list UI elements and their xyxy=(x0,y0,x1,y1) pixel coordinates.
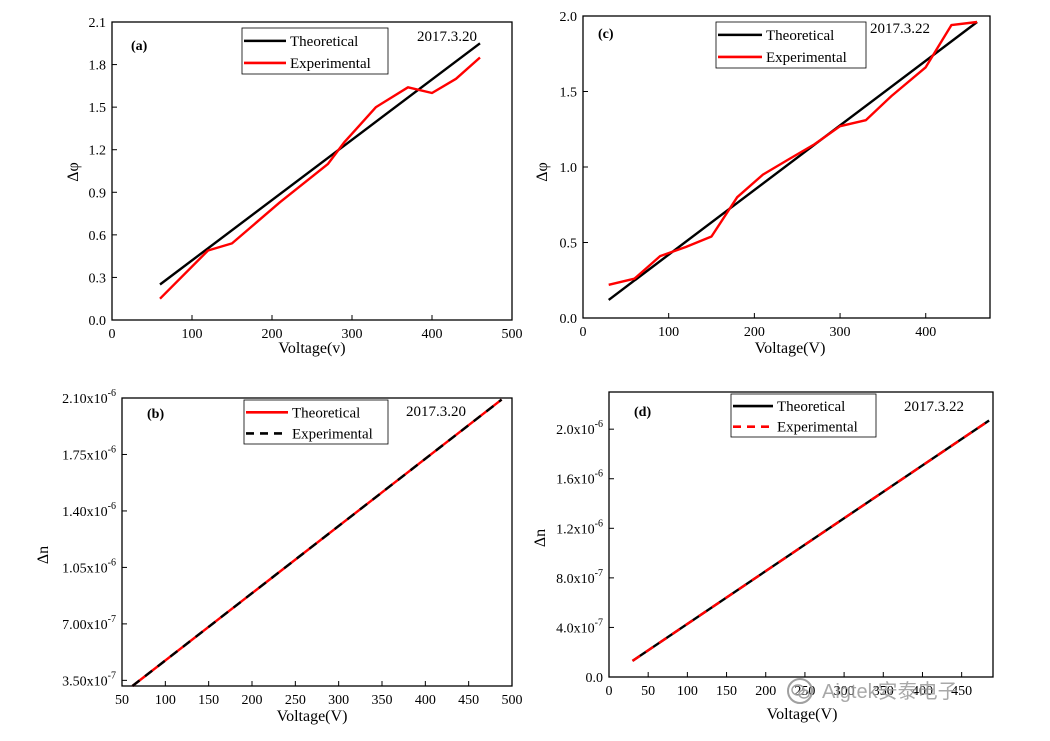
x-axis-label: Voltage(V) xyxy=(767,706,838,723)
y-tick-label: 1.40x10-6 xyxy=(62,501,116,520)
legend-box xyxy=(243,399,389,445)
y-tick-label: 1.5 xyxy=(560,86,578,101)
x-tick-label: 300 xyxy=(328,693,349,708)
x-tick-label: 450 xyxy=(951,684,972,699)
x-tick-label: 200 xyxy=(242,693,263,708)
x-tick-label: 150 xyxy=(198,693,219,708)
legend-label-experimental: Experimental xyxy=(292,426,373,442)
y-tick-label: 1.75x10-6 xyxy=(62,444,116,463)
x-tick-label: 0 xyxy=(580,325,587,340)
plot-frame xyxy=(111,21,513,321)
panel-label: (b) xyxy=(147,407,164,422)
x-tick-label: 400 xyxy=(912,684,933,699)
legend-label-theoretical: Theoretical xyxy=(292,405,360,421)
y-axis-label: Δφ xyxy=(534,162,551,182)
watermark: Aigtek安泰电子 xyxy=(787,678,958,704)
y-tick-label: 0.0 xyxy=(89,314,107,329)
legend-label-experimental: Experimental xyxy=(766,50,847,66)
legend-label-experimental: Experimental xyxy=(290,56,371,72)
x-tick-label: 100 xyxy=(677,684,698,699)
series-line-experimental xyxy=(131,398,503,687)
x-tick-label: 100 xyxy=(155,693,176,708)
y-tick-label: 0.6 xyxy=(89,229,107,244)
date-label: 2017.3.20 xyxy=(417,29,477,45)
x-tick-label: 500 xyxy=(502,327,523,342)
x-tick-label: 250 xyxy=(285,693,306,708)
y-tick-label: 2.10x10-6 xyxy=(62,388,116,407)
series-line-experimental xyxy=(159,56,481,300)
y-tick-label: 1.8 xyxy=(89,59,107,74)
x-tick-label: 350 xyxy=(873,684,894,699)
y-tick-label: 1.6x10-6 xyxy=(556,469,603,488)
x-tick-label: 350 xyxy=(372,693,393,708)
legend-label-theoretical: Theoretical xyxy=(766,28,834,44)
panel-label: (c) xyxy=(598,27,614,42)
y-tick-label: 1.2 xyxy=(89,144,107,159)
y-tick-label: 1.5 xyxy=(89,101,107,116)
wechat-icon xyxy=(787,678,813,704)
y-axis-label: Δφ xyxy=(65,162,82,182)
y-tick-label: 2.1 xyxy=(89,16,107,31)
x-tick-label: 300 xyxy=(830,325,851,340)
watermark-text: Aigtek安泰电子 xyxy=(822,680,958,703)
x-tick-label: 450 xyxy=(458,693,479,708)
x-axis-label: Voltage(V) xyxy=(277,708,348,725)
plot-frame xyxy=(121,397,513,687)
chart-panel-d: 0 50 100 150 200 250 300 350 400 4500.04.0x10-78.… xyxy=(532,391,994,723)
y-tick-label: 0.5 xyxy=(560,237,578,252)
x-tick-label: 400 xyxy=(422,327,443,342)
legend-label-theoretical: Theoretical xyxy=(290,34,358,50)
legend-label-theoretical: Theoretical xyxy=(777,399,845,415)
chart-panel-a: 0 100 200 300 400 500 0.0 0.3 0.6 0.9 1.2 1.5 1.8 2.1… xyxy=(65,16,523,357)
legend-box xyxy=(715,21,867,69)
y-axis-label: Δn xyxy=(532,529,549,547)
y-tick-label: 2.0x10-6 xyxy=(556,419,603,438)
y-tick-label: 0.3 xyxy=(89,271,107,286)
x-tick-label: 200 xyxy=(744,325,765,340)
x-tick-label: 200 xyxy=(755,684,776,699)
legend-label-experimental: Experimental xyxy=(777,420,858,436)
y-tick-label: 1.05x10-6 xyxy=(62,557,116,576)
legend-box xyxy=(730,393,877,438)
x-tick-label: 0 xyxy=(606,684,613,699)
panel-label: (d) xyxy=(634,405,651,420)
x-tick-label: 100 xyxy=(182,327,203,342)
panel-label: (a) xyxy=(131,39,148,54)
date-label: 2017.3.22 xyxy=(870,21,930,37)
legend-box xyxy=(241,27,389,75)
x-tick-label: 300 xyxy=(342,327,363,342)
x-axis-label: Voltage(v) xyxy=(278,340,345,357)
y-axis-label: Δn xyxy=(35,546,52,564)
y-tick-label: 7.00x10-7 xyxy=(62,614,116,633)
x-tick-label: 400 xyxy=(415,693,436,708)
y-tick-label: 0.9 xyxy=(89,186,107,201)
date-label: 2017.3.22 xyxy=(904,399,964,415)
x-tick-label: 50 xyxy=(641,684,655,699)
y-tick-label: 1.2x10-6 xyxy=(556,518,603,537)
date-label: 2017.3.20 xyxy=(406,404,466,420)
y-tick-label: 2.0 xyxy=(560,10,578,25)
x-tick-label: 150 xyxy=(716,684,737,699)
x-tick-label: 100 xyxy=(658,325,679,340)
y-tick-label: 8.0x10-7 xyxy=(556,568,603,587)
y-tick-label: 0.0 xyxy=(586,671,604,686)
series-line-experimental xyxy=(608,20,978,286)
x-tick-label: 0 xyxy=(109,327,116,342)
y-tick-label: 3.50x10-7 xyxy=(62,670,116,689)
series-line-theoretical xyxy=(159,42,481,286)
x-tick-label: 300 xyxy=(834,684,855,699)
y-tick-label: 1.0 xyxy=(560,161,578,176)
x-axis-label: Voltage(V) xyxy=(755,340,826,357)
chart-panel-c: 0 100 200 300 400 0.0 0.5 1.0 1.5 2.0 Voltage(V) Δφ… xyxy=(534,10,991,357)
x-tick-label: 400 xyxy=(915,325,936,340)
x-tick-label: 500 xyxy=(502,693,523,708)
plot-frame xyxy=(608,391,994,678)
y-tick-label: 0.0 xyxy=(560,312,578,327)
x-tick-label: 50 xyxy=(115,693,129,708)
chart-panel-b: 50 100 150 200 250 300 350 400 450 500 3.50x10-7 7.… xyxy=(35,388,523,725)
y-tick-label: 4.0x10-7 xyxy=(556,617,603,636)
x-tick-label: 200 xyxy=(262,327,283,342)
series-line-experimental xyxy=(631,419,990,662)
